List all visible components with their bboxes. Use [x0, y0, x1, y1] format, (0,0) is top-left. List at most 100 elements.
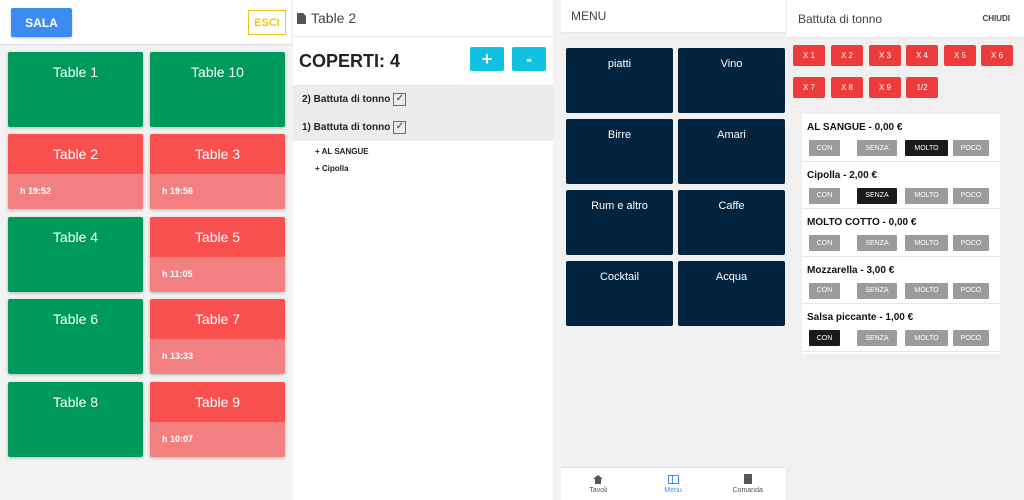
- modifier-name: AL SANGUE - 0,00 €: [807, 122, 903, 133]
- table-card[interactable]: Table 7 h 13:33: [150, 299, 285, 374]
- option-senza-button[interactable]: SENZA: [857, 330, 897, 346]
- option-con-button[interactable]: CON: [809, 187, 840, 204]
- order-modifier: + Cipolla: [315, 164, 349, 173]
- option-senza-button[interactable]: SENZA: [857, 235, 897, 251]
- quantity-button[interactable]: 1/2: [906, 77, 938, 98]
- exit-button[interactable]: ESCI: [248, 10, 286, 35]
- table-card[interactable]: Table 1: [8, 52, 143, 127]
- order-label: 1) Battuta di tonno: [302, 121, 391, 133]
- quantity-button[interactable]: X 3: [869, 45, 901, 66]
- menu-category-button[interactable]: Amari: [678, 119, 785, 184]
- table-name: Table 1: [52, 64, 99, 80]
- menu-category-button[interactable]: piatti: [566, 48, 673, 113]
- option-poco-button[interactable]: POCO: [953, 187, 989, 204]
- option-senza-button[interactable]: SENZA: [857, 282, 897, 299]
- modifier-name: MOLTO COTTO - 0,00 €: [807, 217, 917, 228]
- menu-category-button[interactable]: Vino: [678, 48, 785, 113]
- order-row[interactable]: 1) Battuta di tonno ✓: [293, 113, 553, 141]
- table-name: Table 5: [150, 217, 285, 257]
- order-modifier: + AL SANGUE: [315, 147, 369, 156]
- table-detail-panel: Table 2 COPERTI: 4 + - 2) Battuta di ton…: [293, 0, 553, 500]
- menu-category-button[interactable]: Rum e altro: [566, 190, 673, 255]
- quantity-button[interactable]: X 9: [869, 77, 901, 98]
- quantity-button[interactable]: X 1: [793, 45, 825, 66]
- nav-comanda[interactable]: Comanda: [710, 468, 785, 500]
- coperti-label: COPERTI: 4: [299, 50, 401, 71]
- option-molto-button[interactable]: MOLTO: [905, 330, 948, 346]
- document-icon: [297, 12, 306, 24]
- modifier-row: Mozzarella - 3,00 € CON SENZA MOLTO POCO: [802, 257, 1000, 304]
- option-poco-button[interactable]: POCO: [953, 235, 989, 251]
- table-time: h 10:07: [162, 434, 194, 444]
- sala-button[interactable]: SALA: [11, 8, 72, 37]
- menu-grid: piatti Vino Birre Amari Rum e altro Caff…: [561, 33, 785, 467]
- option-molto-button[interactable]: MOLTO: [905, 235, 948, 251]
- checkmark-icon: ✓: [393, 92, 407, 106]
- tables-header: SALA ESCI: [0, 0, 291, 45]
- table-card[interactable]: Table 3 h 19:56: [150, 134, 285, 209]
- quantity-button[interactable]: X 2: [831, 45, 863, 66]
- table-card[interactable]: Table 6: [8, 299, 143, 374]
- option-senza-button[interactable]: SENZA: [857, 187, 897, 204]
- quantity-button[interactable]: X 7: [793, 77, 825, 98]
- table-name: Table 3: [150, 134, 285, 174]
- modifier-row: AL SANGUE - 0,00 € CON SENZA MOLTO POCO: [802, 114, 1000, 162]
- modifiers-list: AL SANGUE - 0,00 € CON SENZA MOLTO POCO …: [802, 114, 1000, 354]
- option-con-button[interactable]: CON: [809, 140, 840, 156]
- modifier-row: Salsa piccante - 1,00 € CON SENZA MOLTO …: [802, 304, 1000, 352]
- quantity-button[interactable]: X 6: [981, 45, 1013, 66]
- checkmark-icon: ✓: [393, 120, 407, 134]
- option-poco-button[interactable]: POCO: [953, 140, 989, 156]
- table-card[interactable]: Table 4: [8, 217, 143, 292]
- menu-category-button[interactable]: Acqua: [678, 261, 785, 326]
- option-molto-button[interactable]: MOLTO: [905, 187, 948, 204]
- table-time: h 13:33: [162, 351, 194, 361]
- table-time: h 19:56: [162, 186, 194, 196]
- modifier-name: Mozzarella - 3,00 €: [807, 264, 895, 276]
- table-detail-header: Table 2: [293, 0, 553, 37]
- table-name: Table 2: [8, 134, 143, 174]
- modifier-row: Cipolla - 2,00 € CON SENZA MOLTO POCO: [802, 162, 1000, 209]
- home-icon: [593, 474, 604, 484]
- item-detail-header: Battuta di tonno CHIUDI: [787, 0, 1024, 38]
- table-card[interactable]: Table 8: [8, 382, 143, 457]
- table-card[interactable]: Table 10: [150, 52, 285, 127]
- nav-label: Comanda: [732, 487, 763, 494]
- table-card[interactable]: Table 2 h 19:52: [8, 134, 143, 209]
- option-con-button[interactable]: CON: [809, 330, 840, 346]
- table-name: Table 9: [150, 382, 285, 422]
- menu-category-button[interactable]: Caffe: [678, 190, 785, 255]
- table-detail-title: Table 2: [311, 10, 357, 26]
- modifier-row: MOLTO COTTO - 0,00 € CON SENZA MOLTO POC…: [802, 209, 1000, 257]
- option-molto-button[interactable]: MOLTO: [905, 140, 948, 156]
- option-con-button[interactable]: CON: [809, 235, 840, 251]
- table-name: Table 7: [150, 299, 285, 339]
- file-icon: [743, 474, 752, 484]
- option-senza-button[interactable]: SENZA: [857, 140, 897, 156]
- menu-category-button[interactable]: Birre: [566, 119, 673, 184]
- option-poco-button[interactable]: POCO: [953, 330, 989, 346]
- option-molto-button[interactable]: MOLTO: [905, 282, 948, 299]
- menu-category-button[interactable]: Cocktail: [566, 261, 673, 326]
- modifier-name: Salsa piccante - 1,00 €: [807, 312, 914, 323]
- option-poco-button[interactable]: POCO: [953, 282, 989, 299]
- nav-tavoli[interactable]: Tavoli: [561, 468, 636, 500]
- quantity-button[interactable]: X 4: [906, 45, 938, 66]
- order-row[interactable]: 2) Battuta di tonno ✓: [293, 85, 553, 113]
- table-card[interactable]: Table 9 h 10:07: [150, 382, 285, 457]
- modifier-name: Cipolla - 2,00 €: [807, 169, 878, 181]
- table-card[interactable]: Table 5 h 11:05: [150, 217, 285, 292]
- quantity-button[interactable]: X 8: [831, 77, 863, 98]
- nav-label: Tavoli: [589, 486, 608, 494]
- table-time: h 19:52: [20, 186, 52, 196]
- table-name: Table 10: [191, 64, 244, 80]
- bottom-nav: Tavoli Menu Comanda: [561, 467, 785, 500]
- add-coperto-button[interactable]: +: [470, 47, 504, 71]
- order-label: 2) Battuta di tonno: [302, 93, 391, 105]
- item-title: Battuta di tonno: [798, 11, 883, 26]
- option-con-button[interactable]: CON: [809, 282, 840, 299]
- remove-coperto-button[interactable]: -: [512, 47, 546, 71]
- quantity-button[interactable]: X 5: [944, 45, 976, 66]
- nav-menu[interactable]: Menu: [636, 468, 711, 500]
- close-button[interactable]: CHIUDI: [982, 14, 1010, 23]
